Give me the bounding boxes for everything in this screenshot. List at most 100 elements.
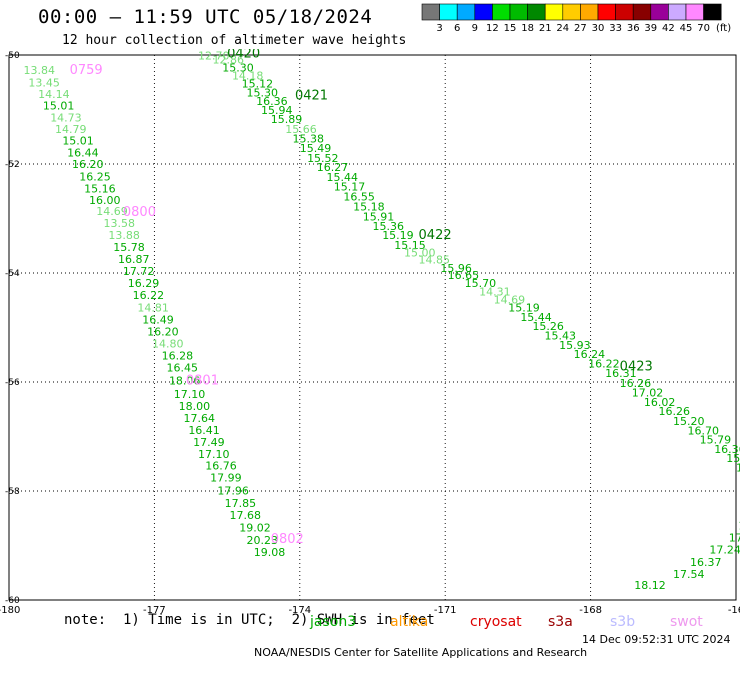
swh-value-label: 17.85 — [225, 497, 257, 510]
swh-value-label: 16.55 — [343, 191, 375, 204]
swh-value-label: 17.72 — [123, 265, 155, 278]
colorbar-tick-label: 45 — [680, 23, 693, 34]
colorbar-tick-label: 9 — [472, 23, 478, 34]
y-tick-label: -60 — [5, 596, 20, 606]
swh-value-label: 16.29 — [128, 277, 160, 290]
footer-timestamp: 14 Dec 09:52:31 UTC 2024 — [582, 633, 731, 646]
swh-value-label: 15.19 — [382, 229, 414, 242]
colorbar-tick-label: 18 — [521, 23, 534, 34]
swh-value-label: 15.89 — [271, 113, 303, 126]
y-tick-label: -50 — [5, 51, 20, 61]
swh-value-label: 14.31 — [479, 285, 511, 298]
swh-value-label: 15 — [736, 461, 740, 474]
swh-value-label: 15.38 — [293, 133, 325, 146]
colorbar-tick-label: 6 — [454, 23, 460, 34]
swh-value-label: 15.78 — [113, 241, 145, 254]
swh-value-label: 15.15 — [394, 239, 426, 252]
x-tick-label: -16 — [728, 605, 740, 616]
swh-value-label: 15.93 — [559, 339, 591, 352]
swh-value-label: 16.49 — [142, 314, 174, 327]
swh-value-label: 14.80 — [152, 338, 184, 351]
swh-value-label: 15.26 — [532, 320, 564, 333]
swh-value-label: 16.41 — [188, 424, 220, 437]
swh-value-label: 16.31 — [605, 367, 637, 380]
colorbar-tick-label: 30 — [592, 23, 605, 34]
satellite-legend-cryosat: cryosat — [470, 614, 522, 630]
colorbar-tick-label: 21 — [539, 23, 552, 34]
colorbar-tick-label: 39 — [644, 23, 657, 34]
colorbar-swatch — [703, 3, 722, 21]
track-time-label: 0420 — [227, 47, 260, 62]
swh-value-label: 14.18 — [232, 70, 263, 83]
swh-value-label: 15.19 — [508, 302, 540, 315]
swh-value-label: 18.12 — [634, 579, 666, 592]
swh-value-label: 13.88 — [108, 229, 139, 242]
colorbar-tick-label: 27 — [574, 23, 587, 34]
swh-value-label: 15.01 — [43, 100, 75, 113]
swh-value-label: 13.84 — [24, 64, 56, 77]
colorbar-tick-label: 24 — [556, 23, 569, 34]
swh-value-label: 16.28 — [162, 350, 194, 363]
colorbar-tick-label: 36 — [627, 23, 640, 34]
footer-credit: NOAA/NESDIS Center for Satellite Applica… — [254, 646, 588, 659]
track-time-label: 0421 — [295, 89, 328, 104]
track-time-label: 0802 — [271, 532, 304, 547]
swh-value-label: 16.44 — [67, 146, 99, 159]
swh-value-label: 17.24 — [709, 544, 740, 557]
swh-value-label: 15.79 — [700, 434, 732, 447]
swh-value-label: 15.94 — [261, 104, 293, 117]
swh-value-label: 17.99 — [210, 472, 242, 485]
swh-value-label: 16.36 — [256, 95, 288, 108]
swh-value-label: 15.22 — [726, 452, 740, 465]
swh-value-label: 16.70 — [688, 424, 720, 437]
swh-value-label: 17.54 — [673, 568, 705, 581]
swh-value-label: 15.96 — [440, 262, 472, 275]
swh-value-label: 14.69 — [96, 205, 128, 218]
satellite-legend-s3b: s3b — [610, 614, 636, 630]
swh-value-label: 16.24 — [574, 348, 606, 361]
swh-value-label: 17.96 — [217, 484, 249, 497]
swh-value-label: 15.01 — [62, 134, 94, 147]
swh-value-label: 15.70 — [465, 277, 497, 290]
y-tick-label: -56 — [5, 378, 20, 388]
swh-value-label: 18.06 — [169, 375, 201, 388]
swh-value-label: 15.91 — [363, 211, 395, 224]
track-time-label: 0422 — [419, 228, 452, 243]
swh-value-label: 16.20 — [72, 158, 104, 171]
colorbar-tick-label: 15 — [504, 23, 517, 34]
swh-value-label: 16.76 — [205, 460, 237, 473]
swh-value-label: 16.65 — [448, 269, 480, 282]
swh-value-label: 14.69 — [494, 294, 525, 307]
swh-value-label: 15.52 — [307, 152, 339, 165]
colorbar-tick-label: 70 — [697, 23, 710, 34]
x-tick-label: -177 — [143, 605, 166, 616]
swh-value-label: 17.64 — [183, 412, 215, 425]
swh-value-label: 15.16 — [84, 182, 116, 195]
swh-value-label: 14.81 — [137, 302, 169, 315]
swh-colorbar-legend: 3 6 9 12 15 18 21 24 27 30 33 36 39 42 45 70 (ft) — [421, 3, 731, 34]
swh-value-label: 16.26 — [658, 405, 690, 418]
colorbar-tick-label: 42 — [662, 23, 675, 34]
plot-frame — [8, 54, 737, 601]
swh-value-label: 16.26 — [620, 377, 652, 390]
satellite-legend-jason3: jason3 — [310, 614, 357, 630]
chart-subtitle: 12 hour collection of altimeter wave hei… — [62, 33, 407, 48]
x-tick-label: -171 — [434, 605, 457, 616]
swh-value-label: 15.17 — [334, 181, 366, 194]
y-tick-label: -58 — [5, 487, 20, 497]
plot-area: -180 -177 -174 -171 -168 -16 -50 -52 -54 -56 -58 -6… — [0, 47, 740, 616]
swh-value-label: 16.37 — [690, 556, 722, 569]
footnote: note: 1) Time is in UTC; 2) SWH is in fe… — [64, 612, 435, 628]
x-tick-label: -174 — [288, 605, 311, 616]
satellite-legend: jason3 altika cryosat s3a s3b swot — [0, 614, 740, 630]
swh-value-label: 16.22 — [133, 289, 165, 302]
swh-value-label: 19.08 — [254, 546, 285, 559]
swh-value-label: 15.20 — [673, 415, 705, 428]
satellite-legend-s3a: s3a — [548, 614, 573, 630]
swh-value-label: 13.58 — [104, 217, 136, 230]
swh-value-label: 12.86 — [213, 54, 245, 67]
swh-value-label: 16.00 — [89, 194, 121, 207]
colorbar-unit-label: (ft) — [716, 23, 731, 34]
swh-value-label: 12.70 — [198, 49, 230, 62]
swh-value-label: 14.85 — [419, 254, 451, 267]
